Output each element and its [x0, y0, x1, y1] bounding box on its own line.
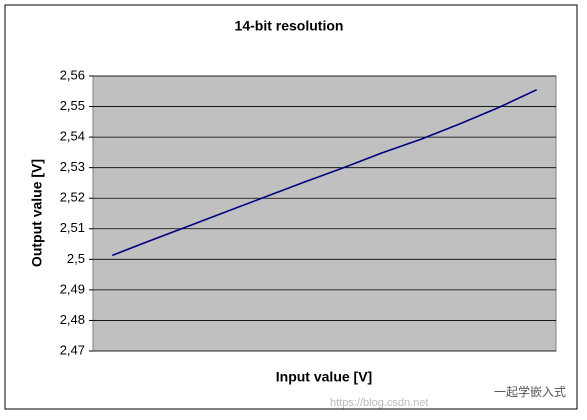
y-tick-label: 2,48	[60, 312, 85, 327]
watermark-url: https://blog.csdn.net	[330, 397, 428, 409]
data-line	[112, 89, 538, 257]
y-tick-label: 2,53	[60, 159, 85, 174]
y-tick-label: 2,47	[60, 342, 85, 357]
y-tick-label: 2,49	[60, 281, 85, 296]
x-axis-label: Input value [V]	[276, 369, 372, 385]
y-tick-label: 2,5	[67, 251, 85, 266]
plot-area	[92, 75, 557, 352]
y-tick-label: 2,52	[60, 190, 85, 205]
chart-title: 14-bit resolution	[235, 18, 344, 34]
y-tick-label: 2,56	[60, 67, 85, 82]
y-tick-label: 2,55	[60, 98, 85, 113]
y-axis-label: Output value [V]	[29, 159, 45, 267]
y-tick-label: 2,51	[60, 220, 85, 235]
watermark-brand: 一起学嵌入式	[494, 384, 566, 399]
y-tick-label: 2,54	[60, 129, 85, 144]
